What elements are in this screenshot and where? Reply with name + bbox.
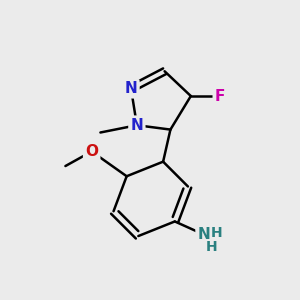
Text: H: H: [210, 226, 222, 240]
Text: H: H: [206, 240, 217, 254]
Text: O: O: [85, 144, 98, 159]
Text: F: F: [215, 88, 225, 104]
Text: N: N: [125, 81, 137, 96]
Text: N: N: [130, 118, 143, 133]
Text: N: N: [198, 227, 210, 242]
